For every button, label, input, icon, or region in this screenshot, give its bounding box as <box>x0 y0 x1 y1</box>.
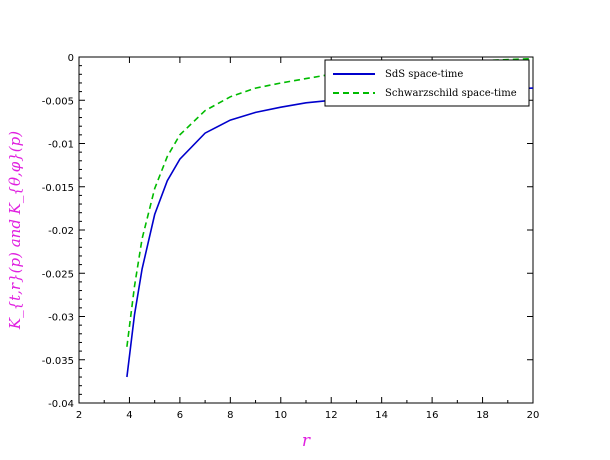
x-tick-label: 20 <box>527 410 540 421</box>
legend: SdS space-time Schwarzschild space-time <box>324 59 530 107</box>
y-tick-label: -0.005 <box>42 96 74 107</box>
y-tick-label: -0.03 <box>48 313 74 324</box>
x-tick-label: 2 <box>76 410 82 421</box>
x-tick-label: 10 <box>274 410 287 421</box>
y-tick-label: -0.01 <box>48 140 74 151</box>
legend-label-schwarzschild: Schwarzschild space-time <box>385 88 517 99</box>
plot-frame <box>78 56 534 404</box>
y-tick-label: 0 <box>68 53 74 64</box>
legend-label-sds: SdS space-time <box>385 69 463 80</box>
x-tick-label: 8 <box>227 410 233 421</box>
legend-box <box>324 59 530 107</box>
x-tick-label: 18 <box>476 410 489 421</box>
y-tick-label: -0.025 <box>42 269 74 280</box>
y-axis-title: K_{t,r}(p) and K_{θ,φ}(p) <box>6 131 24 330</box>
x-axis-title: r <box>302 431 311 451</box>
y-tick-label: -0.015 <box>42 183 74 194</box>
y-tick-label: -0.035 <box>42 356 74 367</box>
axes: 2 4 6 8 10 12 14 16 18 20 0 -0.005 -0.01 -0.015 -0.02 -… <box>42 53 540 421</box>
x-tick-label: 14 <box>375 410 388 421</box>
y-tick-label: -0.04 <box>48 399 74 410</box>
x-tick-label: 6 <box>177 410 183 421</box>
x-tick-label: 4 <box>126 410 132 421</box>
y-tick-label: -0.02 <box>48 226 74 237</box>
x-tick-label: 16 <box>426 410 439 421</box>
x-tick-label: 12 <box>325 410 338 421</box>
series-line-sds <box>126 87 534 378</box>
